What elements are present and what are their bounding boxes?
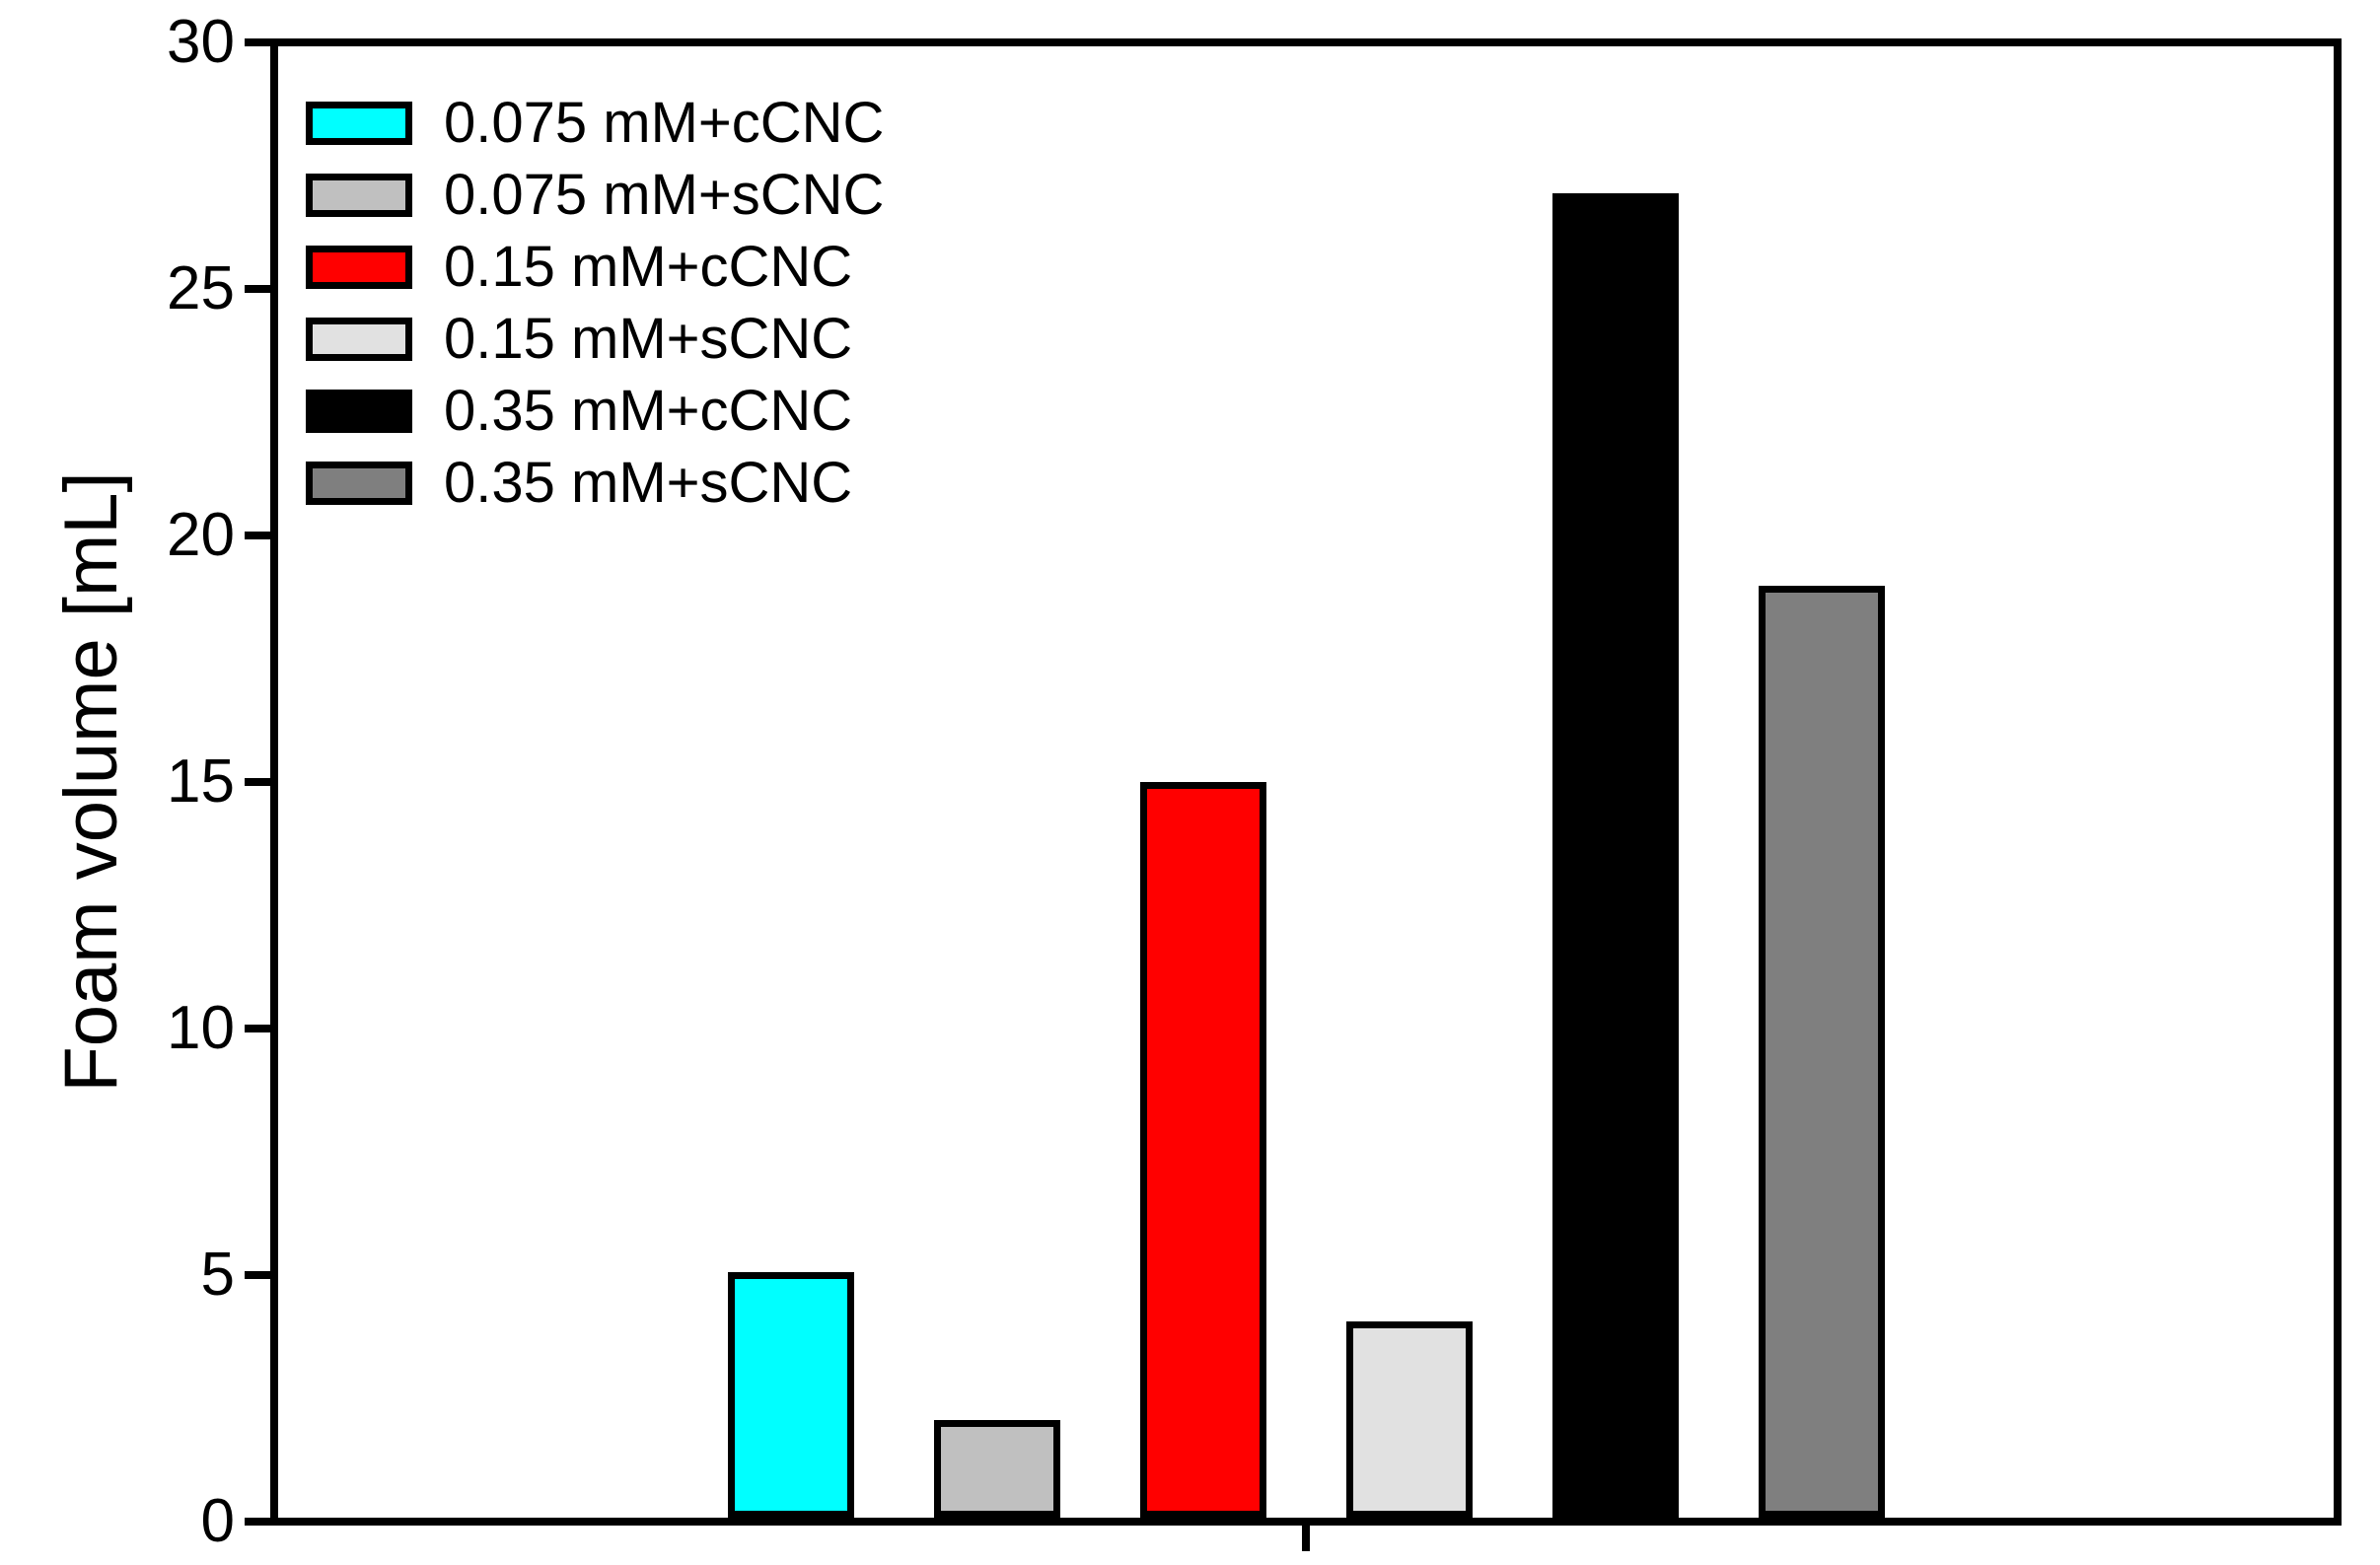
legend-label-0: 0.075 mM+cCNC bbox=[444, 91, 885, 155]
legend-label-4: 0.35 mM+cCNC bbox=[444, 379, 853, 443]
y-tick-label-5: 5 bbox=[200, 1241, 235, 1309]
legend-label-1: 0.075 mM+sCNC bbox=[444, 163, 885, 227]
y-tick-label-30: 30 bbox=[167, 8, 235, 76]
bar-0-075-mm-ccnc bbox=[728, 1272, 854, 1518]
y-tick-mark-25 bbox=[245, 285, 270, 293]
legend-row: 0.075 mM+sCNC bbox=[306, 159, 884, 231]
legend-swatch-1 bbox=[306, 173, 412, 217]
legend-row: 0.35 mM+sCNC bbox=[306, 447, 884, 519]
y-tick-mark-30 bbox=[245, 38, 270, 46]
legend-label-3: 0.15 mM+sCNC bbox=[444, 307, 853, 371]
y-tick-mark-5 bbox=[245, 1271, 270, 1279]
legend-swatch-3 bbox=[306, 317, 412, 361]
legend: 0.075 mM+cCNC 0.075 mM+sCNC 0.15 mM+cCNC 0.… bbox=[306, 87, 884, 519]
y-tick-mark-10 bbox=[245, 1025, 270, 1032]
x-axis-center-tick bbox=[1302, 1526, 1310, 1551]
bar-0-35-mm-ccnc bbox=[1552, 193, 1679, 1518]
bar-0-15-mm-scnc bbox=[1346, 1321, 1473, 1518]
legend-swatch-4 bbox=[306, 389, 412, 433]
legend-row: 0.075 mM+cCNC bbox=[306, 87, 884, 159]
y-tick-label-0: 0 bbox=[200, 1487, 235, 1555]
y-tick-label-25: 25 bbox=[167, 254, 235, 322]
bar-0-075-mm-scnc bbox=[934, 1420, 1060, 1518]
y-tick-mark-15 bbox=[245, 778, 270, 786]
legend-row: 0.15 mM+cCNC bbox=[306, 231, 884, 303]
y-tick-mark-0 bbox=[245, 1518, 270, 1526]
plot-box bbox=[270, 38, 2342, 1526]
legend-row: 0.35 mM+cCNC bbox=[306, 375, 884, 447]
y-tick-label-15: 15 bbox=[167, 747, 235, 816]
legend-label-2: 0.15 mM+cCNC bbox=[444, 235, 853, 299]
legend-row: 0.15 mM+sCNC bbox=[306, 303, 884, 375]
y-tick-label-20: 20 bbox=[167, 501, 235, 569]
legend-swatch-5 bbox=[306, 461, 412, 505]
legend-label-5: 0.35 mM+sCNC bbox=[444, 451, 853, 515]
y-tick-mark-20 bbox=[245, 532, 270, 539]
bar-0-15-mm-ccnc bbox=[1140, 782, 1266, 1518]
plot-area bbox=[278, 46, 2334, 1518]
bar-0-35-mm-scnc bbox=[1759, 586, 1885, 1518]
y-tick-label-10: 10 bbox=[167, 994, 235, 1062]
legend-swatch-2 bbox=[306, 245, 412, 289]
legend-swatch-0 bbox=[306, 101, 412, 145]
